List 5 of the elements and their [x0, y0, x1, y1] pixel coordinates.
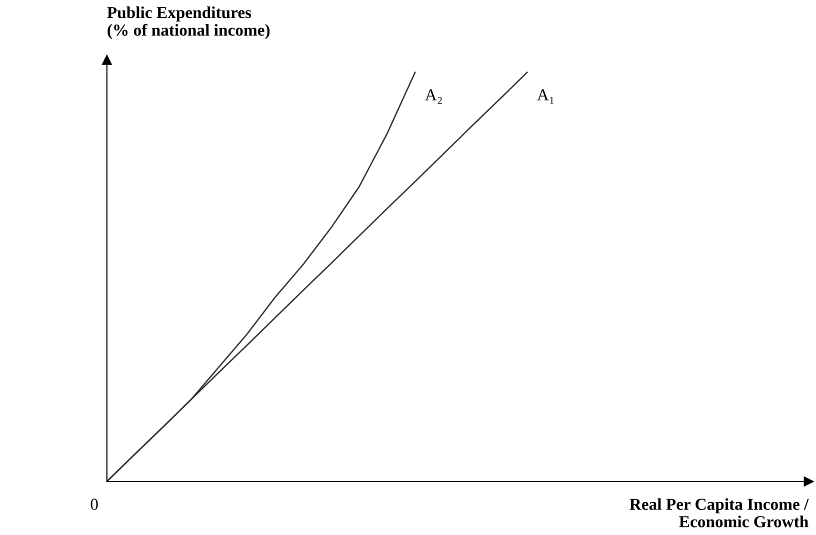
y-axis-title: Public Expenditures (% of national income) [107, 6, 270, 40]
text: 0 [90, 498, 98, 510]
text: Real Per Capita Income / Economic Growth [630, 498, 809, 528]
series-label: A₂ [425, 89, 442, 104]
series-label: A₁ [537, 89, 554, 104]
